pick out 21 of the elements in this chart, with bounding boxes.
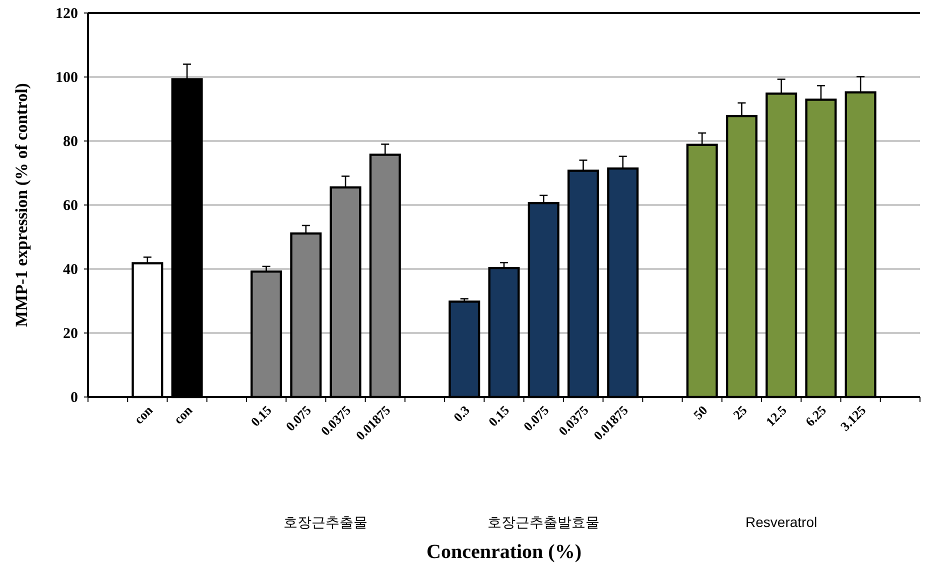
x-tick-label: 0.3 <box>450 402 473 425</box>
x-tick-label: 50 <box>690 402 710 422</box>
x-tick-label: con <box>170 402 196 427</box>
y-tick-label: 20 <box>63 326 78 342</box>
x-tick-label: 6.25 <box>802 402 830 430</box>
x-tick-label: 0.15 <box>248 402 275 430</box>
y-tick-label: 0 <box>70 390 78 406</box>
x-tick-label: 0.15 <box>485 402 512 430</box>
y-tick-label: 40 <box>63 262 78 278</box>
y-tick-label: 60 <box>63 198 78 214</box>
text: Resveratrol <box>746 514 818 530</box>
y-tick-label: 120 <box>56 6 78 22</box>
x-tick-label: con <box>131 402 156 427</box>
text: 호장근추출물 <box>284 514 368 530</box>
x-tick-label: 12.5 <box>762 402 790 430</box>
x-tick-label: 25 <box>730 402 750 422</box>
y-tick-label: 80 <box>63 134 78 150</box>
text: 호장근추출발효물 <box>488 514 600 530</box>
y-axis-title: MMP-1 expression (% of control) <box>12 83 31 327</box>
x-axis-title: Concenration (%) <box>426 541 582 563</box>
y-tick-label: 100 <box>56 70 78 86</box>
